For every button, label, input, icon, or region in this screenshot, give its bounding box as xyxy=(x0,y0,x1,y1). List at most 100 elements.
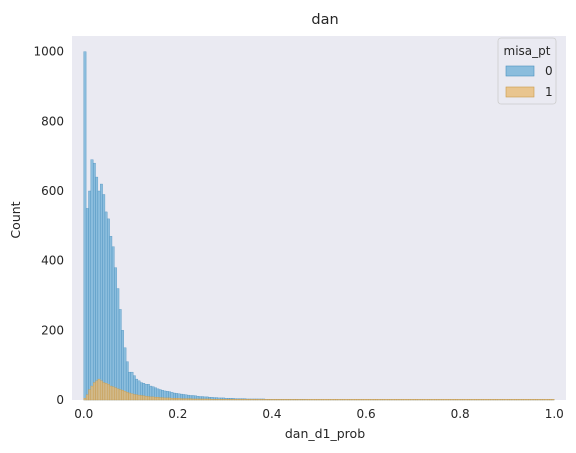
histogram-bar xyxy=(111,386,115,401)
histogram-bar xyxy=(311,399,315,401)
histogram-bar xyxy=(396,399,400,401)
histogram-bar xyxy=(114,387,117,401)
histogram-bar xyxy=(182,398,186,401)
histogram-bar xyxy=(502,399,506,401)
histogram-bar xyxy=(323,399,327,401)
histogram-bar xyxy=(445,399,449,401)
histogram-bar xyxy=(248,399,251,401)
histogram-bar xyxy=(109,385,113,401)
histogram-bar xyxy=(252,399,256,401)
histogram-bar xyxy=(434,399,437,401)
histogram-bar xyxy=(375,399,378,401)
histogram-bar xyxy=(175,398,179,401)
histogram-bar xyxy=(217,399,221,401)
histogram-bar xyxy=(140,395,143,401)
histogram-bar xyxy=(92,382,96,401)
histogram-bar xyxy=(337,399,341,401)
histogram-bar xyxy=(100,380,103,401)
histogram-bar xyxy=(304,399,308,401)
histogram-bar xyxy=(229,399,233,401)
histogram-bar xyxy=(321,399,324,401)
histogram-bar xyxy=(90,159,94,401)
histogram-bar xyxy=(132,394,136,401)
histogram-bar xyxy=(462,399,466,401)
x-tick-label: 0.4 xyxy=(262,407,281,421)
histogram-bar xyxy=(271,399,275,401)
histogram-bar xyxy=(384,399,388,401)
histogram-bar xyxy=(177,398,181,401)
histogram-bar xyxy=(172,398,176,401)
histogram-bar xyxy=(417,399,421,401)
histogram-bar xyxy=(382,399,386,401)
histogram-bar xyxy=(499,399,503,401)
histogram-bar xyxy=(137,394,141,401)
histogram-bar xyxy=(419,399,423,401)
histogram-bar xyxy=(497,399,501,401)
histogram-bar xyxy=(102,194,106,401)
histogram-bar xyxy=(549,399,553,401)
histogram-bar xyxy=(481,399,484,401)
y-tick-label: 200 xyxy=(41,323,64,337)
histogram-bar xyxy=(349,399,353,401)
histogram-bar xyxy=(438,399,442,401)
histogram-bar xyxy=(262,399,266,401)
histogram-bar xyxy=(203,398,207,401)
x-tick-label: 0.0 xyxy=(74,407,93,421)
histogram-bar xyxy=(116,388,120,401)
y-tick-label: 800 xyxy=(41,114,64,128)
histogram-bar xyxy=(264,399,268,401)
histogram-bar xyxy=(215,399,219,401)
histogram-bar xyxy=(234,399,237,401)
histogram-bar xyxy=(318,399,322,401)
y-axis-ticks: 0 200 400 600 800 1000 xyxy=(33,45,64,407)
histogram-bar xyxy=(107,384,110,401)
histogram-bar xyxy=(387,399,390,401)
y-axis-label: Count xyxy=(8,201,23,238)
histogram-bar xyxy=(227,399,230,401)
x-axis-label: dan_d1_prob xyxy=(285,426,365,441)
histogram-bar xyxy=(398,399,402,401)
histogram-bar xyxy=(330,399,334,401)
histogram-bar xyxy=(154,397,157,401)
histogram-bar xyxy=(450,399,454,401)
histogram-bar xyxy=(191,398,195,401)
histogram-bar xyxy=(464,399,468,401)
y-tick-label: 0 xyxy=(56,393,64,407)
histogram-bar xyxy=(518,399,522,401)
histogram-bar xyxy=(537,399,541,401)
legend-label-0: 0 xyxy=(545,64,553,78)
histogram-bar xyxy=(410,399,414,401)
y-tick-label: 1000 xyxy=(33,45,64,59)
histogram-bar xyxy=(144,395,148,401)
histogram-bar xyxy=(476,399,480,401)
histogram-bar xyxy=(118,389,122,401)
histogram-bar xyxy=(267,399,270,401)
histogram-bar xyxy=(509,399,513,401)
histogram-bar xyxy=(292,399,296,401)
histogram-bar xyxy=(250,399,254,401)
histogram-bar xyxy=(424,399,428,401)
histogram-bar xyxy=(344,399,348,401)
histogram-bar xyxy=(478,399,482,401)
histogram-bar xyxy=(104,383,108,401)
histogram-bar xyxy=(184,398,188,401)
x-tick-label: 0.2 xyxy=(168,407,187,421)
legend-swatch-1 xyxy=(505,86,535,98)
histogram-bar xyxy=(412,399,416,401)
histogram-bar xyxy=(483,399,487,401)
histogram-bar xyxy=(245,399,249,401)
histogram-bar xyxy=(363,399,367,401)
histogram-bar xyxy=(288,399,291,401)
histogram-bar xyxy=(243,399,247,401)
histogram-bar xyxy=(116,288,120,401)
histogram-bar xyxy=(525,399,529,401)
histogram-bar xyxy=(309,399,313,401)
histogram-bar xyxy=(92,162,96,401)
histogram-bar xyxy=(274,399,277,401)
histogram-bar xyxy=(201,398,204,401)
histogram-bar xyxy=(511,399,515,401)
histogram-bar xyxy=(90,385,94,401)
y-tick-label: 400 xyxy=(41,254,64,268)
histogram-bar xyxy=(283,399,287,401)
